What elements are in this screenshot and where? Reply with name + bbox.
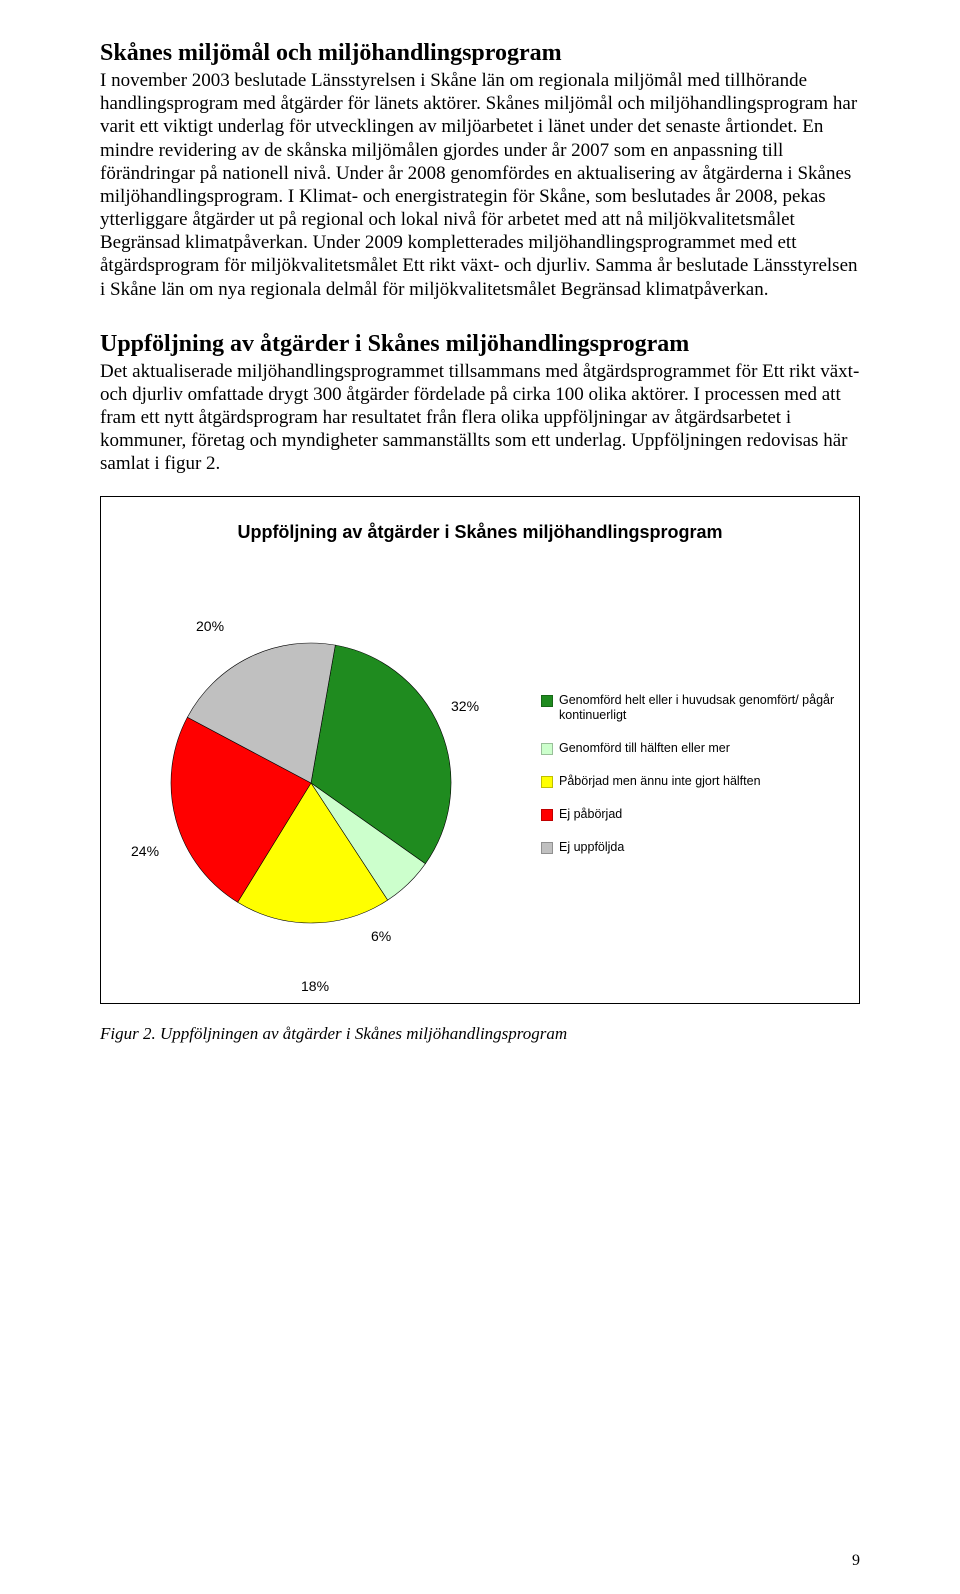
- legend-swatch: [541, 809, 553, 821]
- pie-pct-label: 24%: [131, 843, 159, 859]
- legend-swatch: [541, 842, 553, 854]
- section1-paragraph: I november 2003 beslutade Länsstyrelsen …: [100, 69, 860, 301]
- document-page: Skånes miljömål och miljöhandlingsprogra…: [0, 0, 960, 1594]
- legend-item: Genomförd helt eller i huvudsak genomför…: [541, 693, 839, 723]
- chart-container: Uppföljning av åtgärder i Skånes miljöha…: [100, 496, 860, 1004]
- legend-column: Genomförd helt eller i huvudsak genomför…: [541, 593, 839, 973]
- pie-pct-label: 20%: [196, 618, 224, 634]
- chart-body: 32%6%18%24%20% Genomförd helt eller i hu…: [121, 593, 839, 973]
- figure-caption: Figur 2. Uppföljningen av åtgärder i Skå…: [100, 1024, 860, 1044]
- pie-pct-label: 6%: [371, 928, 391, 944]
- legend-item: Ej påbörjad: [541, 807, 839, 822]
- legend-swatch: [541, 776, 553, 788]
- legend-label: Ej uppföljda: [559, 840, 624, 855]
- pie-pct-label: 32%: [451, 698, 479, 714]
- chart-title: Uppföljning av åtgärder i Skånes miljöha…: [121, 522, 839, 543]
- legend-label: Ej påbörjad: [559, 807, 622, 822]
- legend-label: Påbörjad men ännu inte gjort hälften: [559, 774, 761, 789]
- legend-swatch: [541, 743, 553, 755]
- legend-label: Genomförd till hälften eller mer: [559, 741, 730, 756]
- section2-heading: Uppföljning av åtgärder i Skånes miljöha…: [100, 331, 860, 358]
- legend-item: Ej uppföljda: [541, 840, 839, 855]
- legend-item: Påbörjad men ännu inte gjort hälften: [541, 774, 839, 789]
- section2-paragraph: Det aktualiserade miljöhandlingsprogramm…: [100, 360, 860, 476]
- pie-pct-label: 18%: [301, 978, 329, 994]
- pie-column: 32%6%18%24%20%: [121, 593, 541, 973]
- legend-swatch: [541, 695, 553, 707]
- legend-label: Genomförd helt eller i huvudsak genomför…: [559, 693, 839, 723]
- pie-chart: [121, 593, 501, 973]
- legend-item: Genomförd till hälften eller mer: [541, 741, 839, 756]
- page-number: 9: [852, 1552, 860, 1570]
- section1-heading: Skånes miljömål och miljöhandlingsprogra…: [100, 40, 860, 67]
